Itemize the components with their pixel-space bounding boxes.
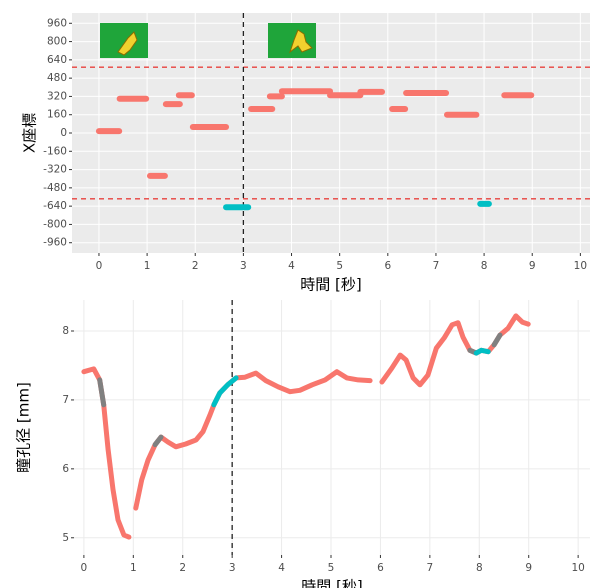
- y-tick-label: 800: [47, 36, 67, 48]
- x-tick-label: 1: [130, 562, 137, 574]
- x-axis-title: 時間 [秒]: [300, 276, 361, 294]
- x-tick-label: 10: [571, 562, 584, 574]
- y-tick-label: 6: [62, 463, 69, 475]
- x-tick-label: 2: [192, 260, 199, 272]
- x-tick-label: 5: [328, 562, 335, 574]
- y-axis-title: 瞳孔径 [mm]: [15, 382, 33, 473]
- y-axis-title: X座標: [21, 113, 39, 153]
- x-tick-label: 0: [81, 562, 88, 574]
- x-tick-label: 6: [377, 562, 384, 574]
- x-tick-label: 3: [229, 562, 236, 574]
- x-tick-label: 4: [278, 562, 285, 574]
- x-tick-label: 5: [336, 260, 343, 272]
- figure: 9608006404803201600-160-320-480-640-800-…: [0, 0, 604, 588]
- x-tick-label: 0: [96, 260, 103, 272]
- y-tick-label: 320: [47, 90, 67, 102]
- x-tick-label: 9: [525, 562, 532, 574]
- y-tick-label: -160: [43, 145, 67, 157]
- x-tick-label: 2: [179, 562, 186, 574]
- x-tick-label: 1: [144, 260, 151, 272]
- y-tick-label: 960: [47, 17, 67, 29]
- y-tick-label: 7: [62, 394, 69, 406]
- y-tick-label: 480: [47, 72, 67, 84]
- x-tick-label: 3: [240, 260, 247, 272]
- y-tick-label: 8: [62, 325, 69, 337]
- x-tick-label: 8: [481, 260, 488, 272]
- y-tick-label: 0: [60, 127, 67, 139]
- x-tick-label: 7: [433, 260, 440, 272]
- y-tick-label: 5: [62, 532, 69, 544]
- y-tick-label: 160: [47, 109, 67, 121]
- x-tick-label: 4: [288, 260, 295, 272]
- y-tick-label: -640: [43, 200, 67, 212]
- y-tick-label: -960: [43, 237, 67, 249]
- x-axis-title: 時間 [秒]: [301, 578, 362, 588]
- x-tick-label: 6: [384, 260, 391, 272]
- x-tick-label: 8: [476, 562, 483, 574]
- y-tick-label: 640: [47, 54, 67, 66]
- y-tick-label: -480: [43, 182, 67, 194]
- x-tick-label: 9: [529, 260, 536, 272]
- x-tick-label: 7: [427, 562, 434, 574]
- x-tick-label: 10: [574, 260, 587, 272]
- y-tick-label: -320: [43, 164, 67, 176]
- icon: [268, 23, 316, 58]
- plot-background: [74, 300, 590, 555]
- y-tick-label: -800: [43, 218, 67, 230]
